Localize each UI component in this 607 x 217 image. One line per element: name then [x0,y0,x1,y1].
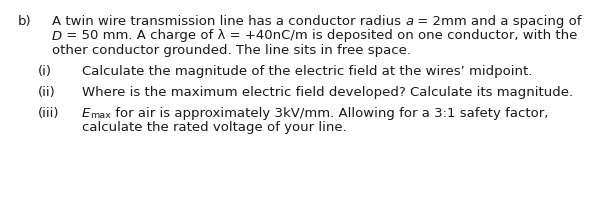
Text: Calculate the magnitude of the electric field at the wires’ midpoint.: Calculate the magnitude of the electric … [82,65,532,78]
Text: calculate the rated voltage of your line.: calculate the rated voltage of your line… [82,122,347,135]
Text: = 50 mm. A charge of λ = +40nC/m is deposited on one conductor, with the: = 50 mm. A charge of λ = +40nC/m is depo… [63,30,578,43]
Text: D: D [52,30,63,43]
Text: other conductor grounded. The line sits in free space.: other conductor grounded. The line sits … [52,44,411,57]
Text: max: max [90,111,111,120]
Text: (iii): (iii) [38,107,59,120]
Text: (ii): (ii) [38,86,56,99]
Text: for air is approximately 3kV/mm. Allowing for a 3:1 safety factor,: for air is approximately 3kV/mm. Allowin… [111,107,549,120]
Text: A twin wire transmission line has a conductor radius: A twin wire transmission line has a cond… [52,15,405,28]
Text: = 2mm and a spacing of: = 2mm and a spacing of [413,15,582,28]
Text: (i): (i) [38,65,52,78]
Text: b): b) [18,15,32,28]
Text: E: E [82,107,90,120]
Text: a: a [405,15,413,28]
Text: Where is the maximum electric field developed? Calculate its magnitude.: Where is the maximum electric field deve… [82,86,573,99]
